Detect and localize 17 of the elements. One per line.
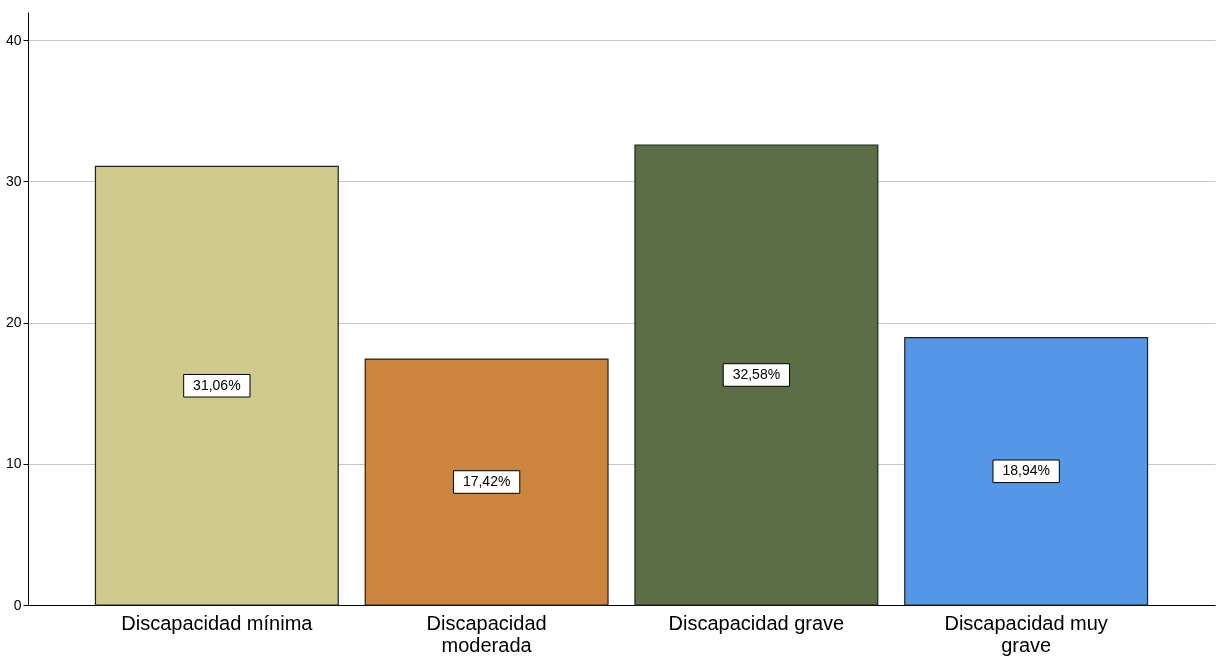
data-label: 17,42% [462,473,511,490]
y-tick-label: 20 [5,314,22,331]
y-tick-label: 0 [13,596,22,613]
y-tick-label: 40 [5,31,22,48]
x-tick-label: Discapacidad muy grave [944,611,1108,656]
bar [634,144,879,606]
bar [364,358,609,606]
y-tick-label: 10 [5,455,22,472]
x-tick-label: Discapacidad moderada [426,611,547,656]
x-tick-label: Discapacidad mínima [121,611,314,634]
bar [94,165,339,606]
data-label: 18,94% [1002,462,1050,479]
bar [904,336,1149,606]
data-label: 31,06% [193,376,241,393]
data-label: 32,58% [732,366,781,382]
x-tick-label: Discapacidad grave [668,611,845,634]
y-tick-label: 30 [5,172,22,189]
